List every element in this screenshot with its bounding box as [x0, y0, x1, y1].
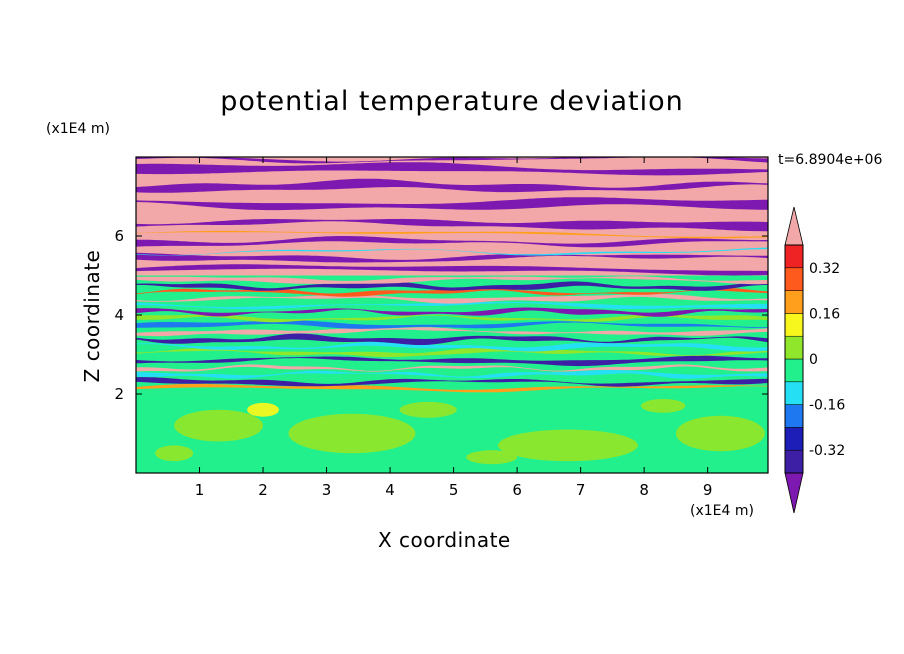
field-band — [136, 252, 768, 263]
field-blob — [288, 413, 416, 454]
colorbar-swatch — [784, 404, 804, 428]
colorbar-swatch — [784, 449, 804, 474]
colorbar-swatch — [784, 381, 804, 405]
field-band — [136, 364, 768, 372]
x-ticks: 1 2 3 4 5 6 7 8 9 — [195, 157, 713, 499]
y-unit-label: (x1E4 m) — [46, 121, 110, 137]
field-band — [136, 348, 768, 357]
colorbar-max-arrow — [784, 206, 804, 246]
field-blob — [466, 450, 518, 465]
x-tick-label: 4 — [385, 481, 395, 499]
colorbar-swatch — [784, 358, 804, 383]
colorbar-swatch — [784, 335, 804, 360]
chart-title: potential temperature deviation — [220, 86, 684, 117]
field-band — [136, 314, 768, 323]
x-tick-label: 1 — [195, 481, 205, 499]
field-band — [136, 236, 768, 248]
x-tick-label: 6 — [512, 481, 522, 499]
field-band — [136, 197, 768, 211]
y-ticks: 2 4 6 — [114, 227, 768, 403]
field-band — [136, 370, 768, 379]
y-tick-label: 2 — [114, 385, 124, 403]
field-band — [136, 157, 768, 164]
colorbar-label: -0.16 — [809, 398, 845, 414]
colorbar-swatch — [784, 290, 804, 314]
field-band — [136, 281, 768, 291]
field-blob — [640, 398, 686, 413]
x-tick-label: 3 — [322, 481, 332, 499]
field-band — [136, 301, 768, 310]
y-tick-label: 4 — [114, 306, 124, 324]
field-band — [136, 307, 768, 317]
colorbar-min-arrow — [784, 472, 804, 514]
colorbar-label: 0 — [809, 352, 818, 368]
x-tick-label: 7 — [576, 481, 586, 499]
field-blob — [247, 402, 279, 417]
field-band — [136, 264, 768, 276]
colorbar-label: 0.32 — [809, 261, 840, 277]
field-band — [136, 327, 768, 337]
colorbar-frame — [784, 244, 804, 474]
colorbar-label: -0.32 — [809, 443, 845, 459]
x-tick-label: 5 — [449, 481, 459, 499]
field-band — [136, 162, 768, 176]
field-blob — [174, 409, 264, 442]
field-band — [136, 178, 768, 193]
x-tick-label: 2 — [258, 481, 268, 499]
plot-area — [136, 157, 768, 473]
colorbar-swatch — [784, 244, 804, 269]
field-blob — [399, 401, 457, 418]
x-unit-label: (x1E4 m) — [690, 503, 754, 519]
colorbar-swatch — [784, 267, 804, 291]
field-band — [136, 377, 768, 387]
field-band — [136, 383, 768, 393]
colorbar-swatch — [784, 427, 804, 451]
field-blob — [675, 415, 765, 452]
field-band — [136, 320, 768, 329]
field-band — [136, 276, 768, 285]
x-axis-label: X coordinate — [378, 528, 511, 552]
colorbar: 0.32 0.16 0 -0.16 -0.32 — [784, 206, 845, 514]
field-band — [136, 287, 768, 297]
field-band — [136, 341, 768, 352]
x-tick-label: 8 — [639, 481, 649, 499]
field-band — [136, 230, 768, 239]
field-band — [136, 355, 768, 367]
field-band — [136, 333, 768, 345]
colorbar-label: 0.16 — [809, 306, 840, 322]
field-blob — [498, 429, 638, 462]
field-band — [136, 294, 768, 304]
y-tick-label: 6 — [114, 227, 124, 245]
x-tick-label: 9 — [703, 481, 713, 499]
field-blob — [155, 445, 194, 462]
field-band — [136, 218, 768, 232]
colorbar-swatch — [784, 313, 804, 337]
time-label: t=6.8904e+06 — [778, 152, 883, 168]
